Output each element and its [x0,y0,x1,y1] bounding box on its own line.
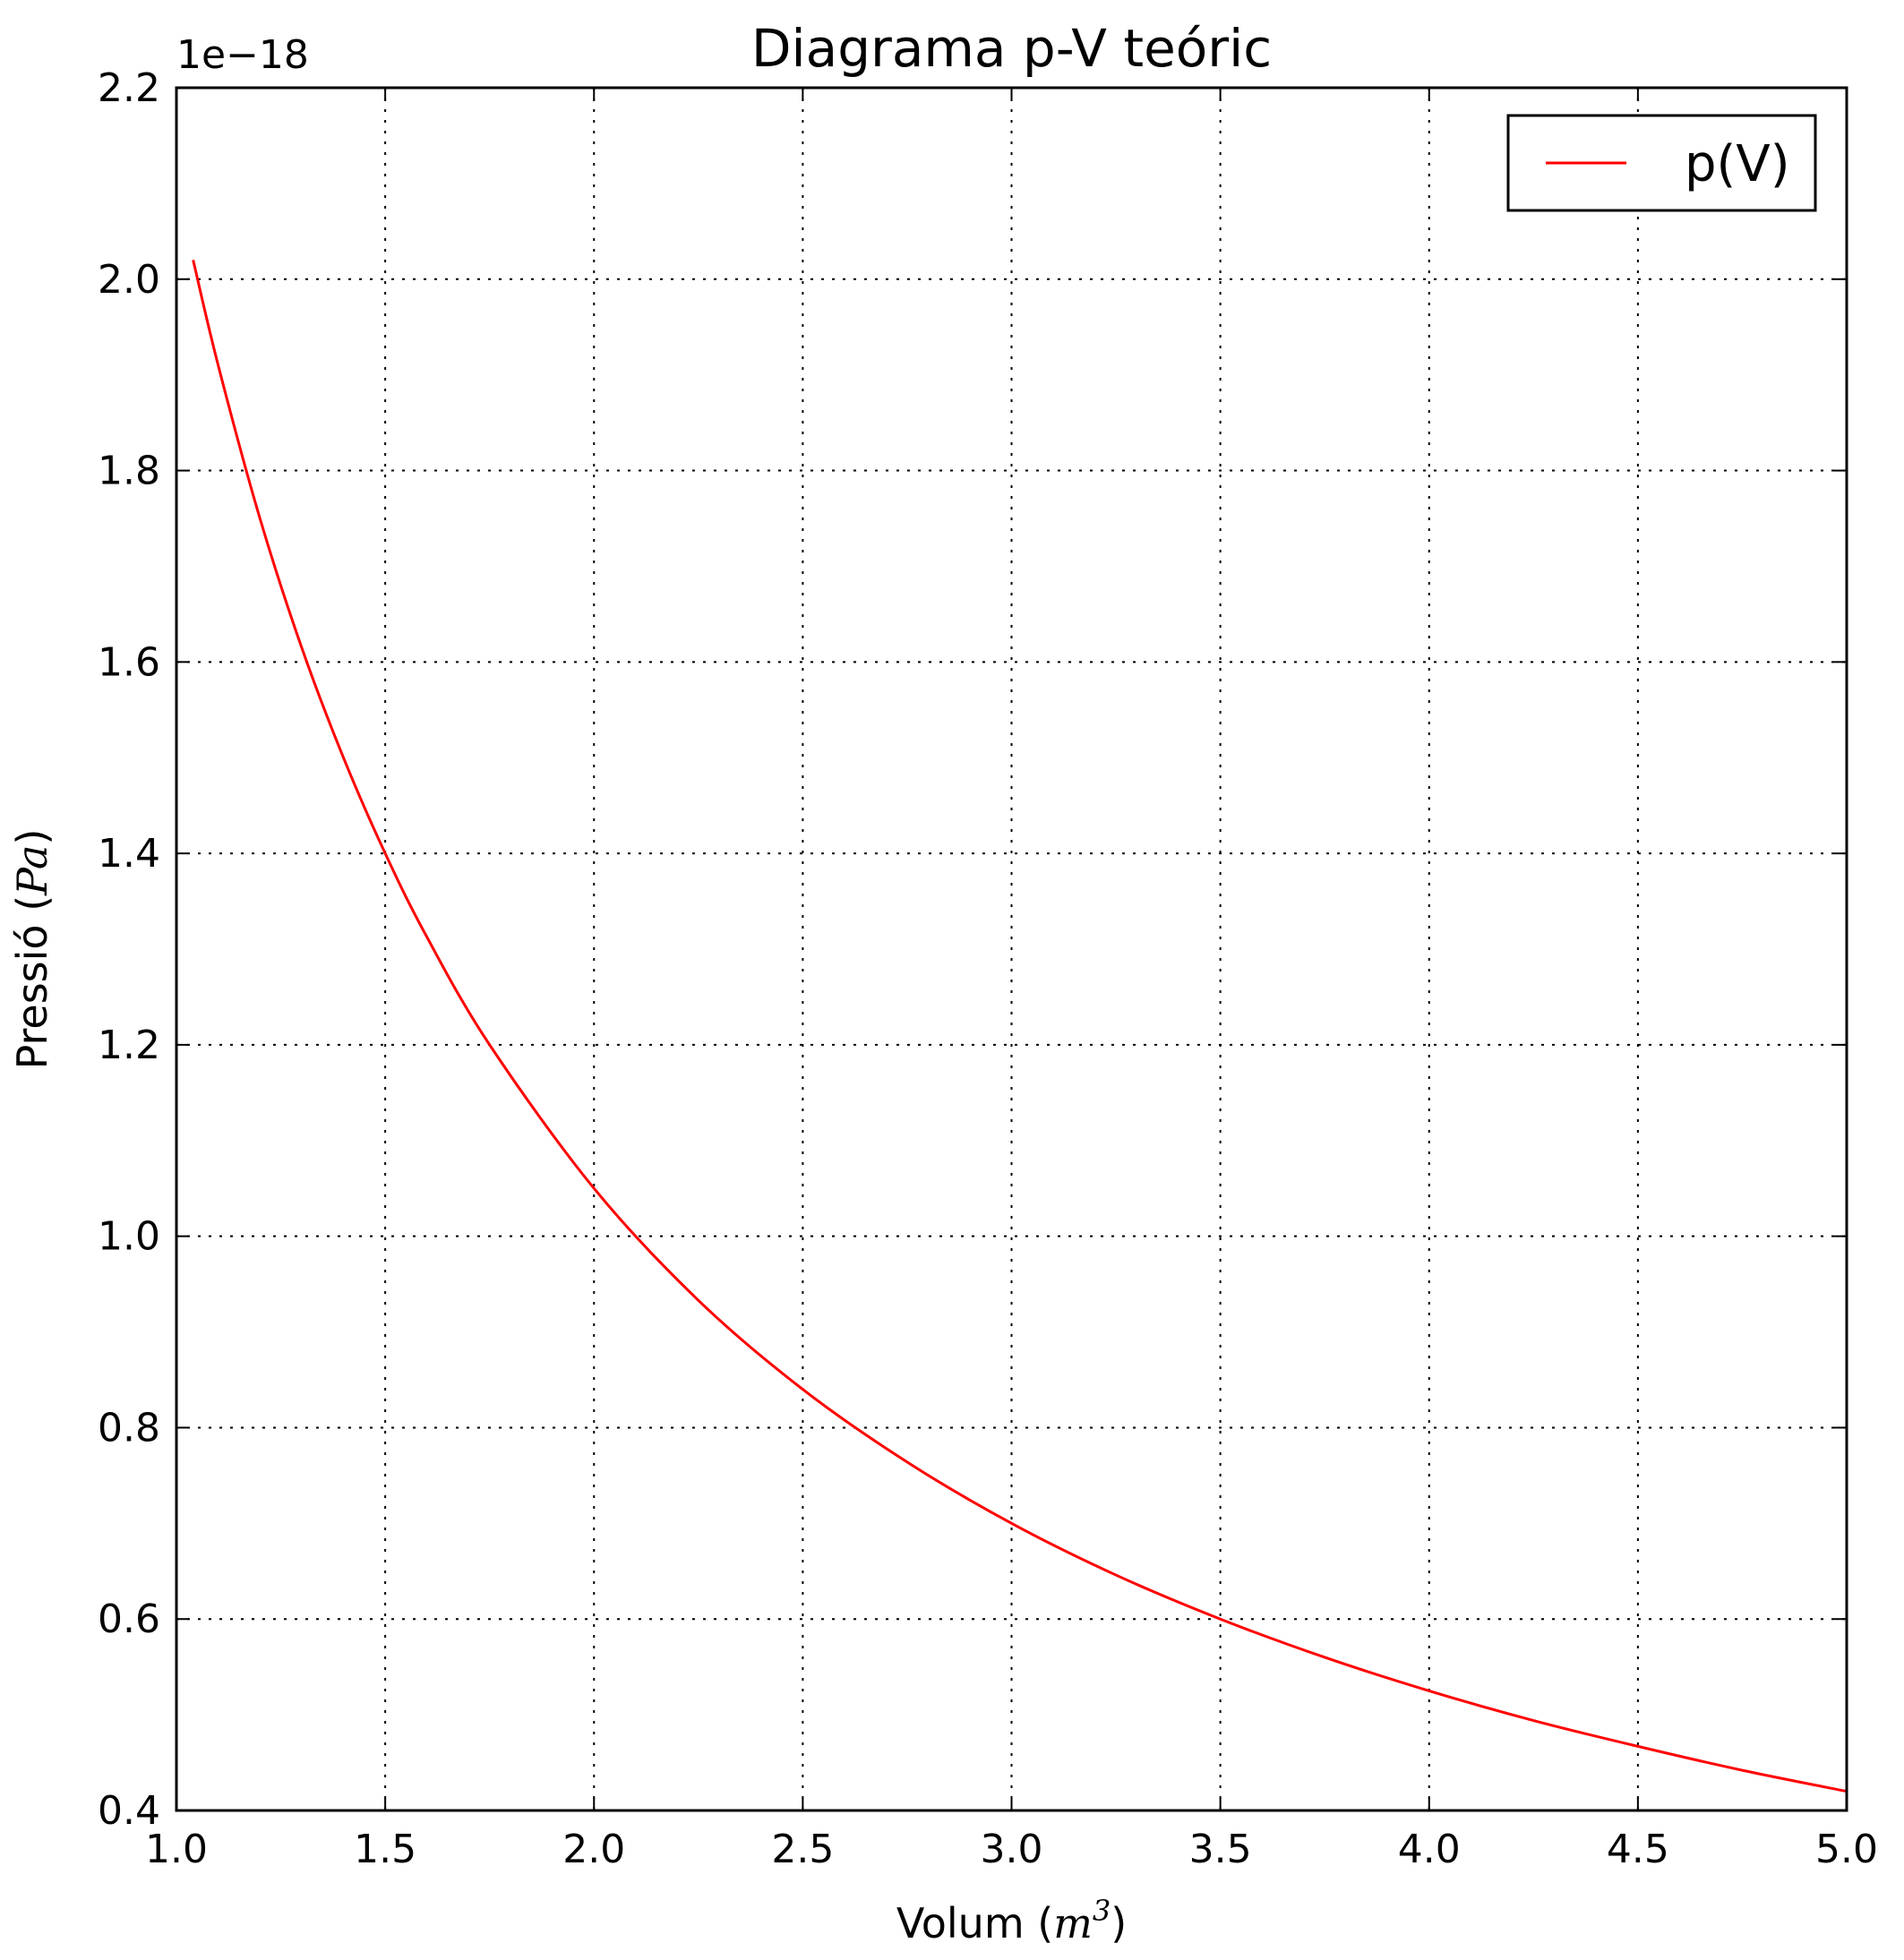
x-tick-label: 4.0 [1398,1827,1461,1872]
y-tick-label: 2.2 [98,65,160,111]
x-tick-labels: 1.0 1.5 2.0 2.5 3.0 3.5 4.0 4.5 5.0 [145,1827,1878,1872]
legend-label-p-v: p(V) [1685,135,1790,193]
x-axis-label: Volum (m3) [896,1894,1127,1947]
y-axis-label-text: Pressió [8,924,56,1069]
x-tick-label: 1.5 [354,1827,416,1872]
y-tick-label: 1.0 [98,1214,160,1260]
x-axis-unit-exponent: 3 [1093,1894,1111,1928]
tick-marks [176,87,1848,1811]
y-offset-text: 1e−18 [176,32,309,78]
legend: p(V) [1506,114,1817,212]
y-tick-label: 1.6 [98,639,160,685]
series-layer [192,260,1848,1793]
series-line-p-v [192,260,1848,1793]
x-axis-label-text: Volum [896,1899,1025,1947]
x-axis-unit: m [1053,1899,1093,1947]
y-tick-label: 1.4 [98,831,160,877]
y-tick-label: 1.2 [98,1023,160,1068]
y-axis-unit: Pa [8,845,56,896]
grid-lines [176,88,1847,1810]
y-tick-label: 0.6 [98,1596,160,1642]
y-tick-label: 2.0 [98,257,160,303]
x-tick-label: 4.5 [1607,1827,1669,1872]
y-tick-label: 1.8 [98,449,160,494]
x-tick-label: 2.0 [562,1827,625,1872]
x-tick-label: 3.0 [981,1827,1043,1872]
chart-title: Diagrama p-V teóric [751,18,1272,79]
x-tick-label: 1.0 [145,1827,208,1872]
x-tick-label: 5.0 [1815,1827,1878,1872]
y-tick-label: 0.4 [98,1788,160,1834]
y-axis-label: Pressió (Pa) [8,829,56,1070]
x-tick-label: 3.5 [1189,1827,1252,1872]
x-tick-label: 2.5 [771,1827,834,1872]
y-tick-label: 0.8 [98,1405,160,1451]
y-tick-labels: 0.4 0.6 0.8 1.0 1.2 1.4 1.6 1.8 2.0 2.2 [98,65,160,1834]
